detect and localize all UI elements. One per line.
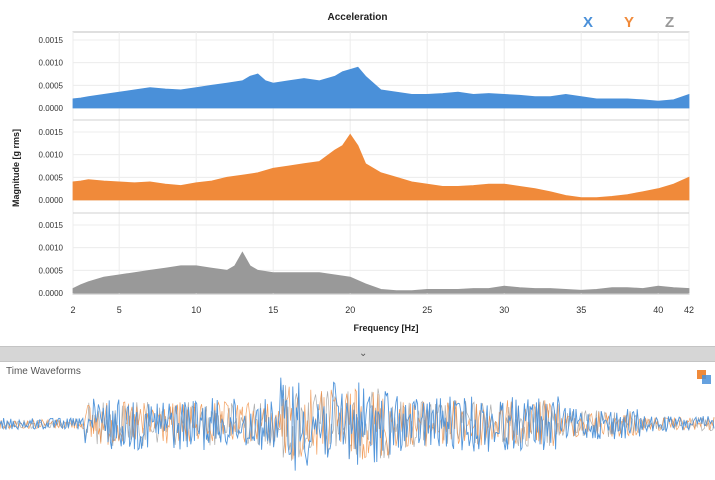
toggle-orange-square bbox=[697, 370, 706, 379]
spectrum-plot: 0.0015 0.0010 0.0005 0.0000 0.0015 0.0010 0.00… bbox=[11, 31, 694, 333]
x-axis-label: Frequency [Hz] bbox=[353, 323, 418, 333]
x-tick-label: 5 bbox=[117, 305, 122, 315]
y-tick-label: 0.0005 bbox=[39, 173, 64, 182]
x-tick-label: 42 bbox=[684, 305, 694, 315]
y-tick-label: 0.0000 bbox=[39, 289, 64, 298]
x-tick-label: 25 bbox=[422, 305, 432, 315]
series-y-area bbox=[72, 133, 690, 201]
y-tick-label: 0.0005 bbox=[39, 266, 64, 275]
waveform-title: Time Waveforms bbox=[6, 366, 81, 377]
waveform-plot bbox=[0, 377, 715, 471]
waveform-trace bbox=[0, 377, 715, 471]
legend-z[interactable]: Z bbox=[665, 14, 675, 31]
x-tick-label: 15 bbox=[268, 305, 278, 315]
y-axis-label: Magnitude [g rms] bbox=[11, 129, 21, 207]
legend-y[interactable]: Y bbox=[624, 14, 635, 31]
y-tick-label: 0.0015 bbox=[39, 221, 64, 230]
y-tick-label: 0.0015 bbox=[39, 128, 64, 137]
time-waveforms-panel: Time Waveforms bbox=[0, 362, 715, 480]
x-tick-label: 10 bbox=[191, 305, 201, 315]
x-tick-label: 30 bbox=[499, 305, 509, 315]
y-tick-label: 0.0000 bbox=[39, 196, 64, 205]
x-tick-label: 40 bbox=[653, 305, 663, 315]
y-tick-label: 0.0000 bbox=[39, 104, 64, 113]
x-tick-label: 20 bbox=[345, 305, 355, 315]
toggle-blue-square bbox=[702, 375, 711, 384]
y-tick-label: 0.0010 bbox=[39, 244, 64, 253]
y-tick-label: 0.0010 bbox=[39, 59, 64, 68]
plot-frame bbox=[72, 31, 690, 295]
y-tick-label: 0.0015 bbox=[39, 36, 64, 45]
y-tick-label: 0.0010 bbox=[39, 151, 64, 160]
panel-splitter[interactable]: ⌄ bbox=[0, 346, 715, 362]
series-z-area bbox=[72, 251, 690, 294]
legend-x[interactable]: X bbox=[583, 14, 594, 31]
series-x-area bbox=[72, 66, 690, 109]
acceleration-chart-panel: Acceleration X Y Z 0.0015 0.0010 0.0005 0.0… bbox=[11, 12, 695, 333]
chart-title: Acceleration bbox=[327, 12, 388, 23]
waveform-color-toggle-icon[interactable] bbox=[697, 370, 713, 388]
x-tick-label: 2 bbox=[70, 305, 75, 315]
chevron-down-icon[interactable]: ⌄ bbox=[359, 348, 368, 359]
x-tick-label: 35 bbox=[576, 305, 586, 315]
y-tick-label: 0.0005 bbox=[39, 81, 64, 90]
